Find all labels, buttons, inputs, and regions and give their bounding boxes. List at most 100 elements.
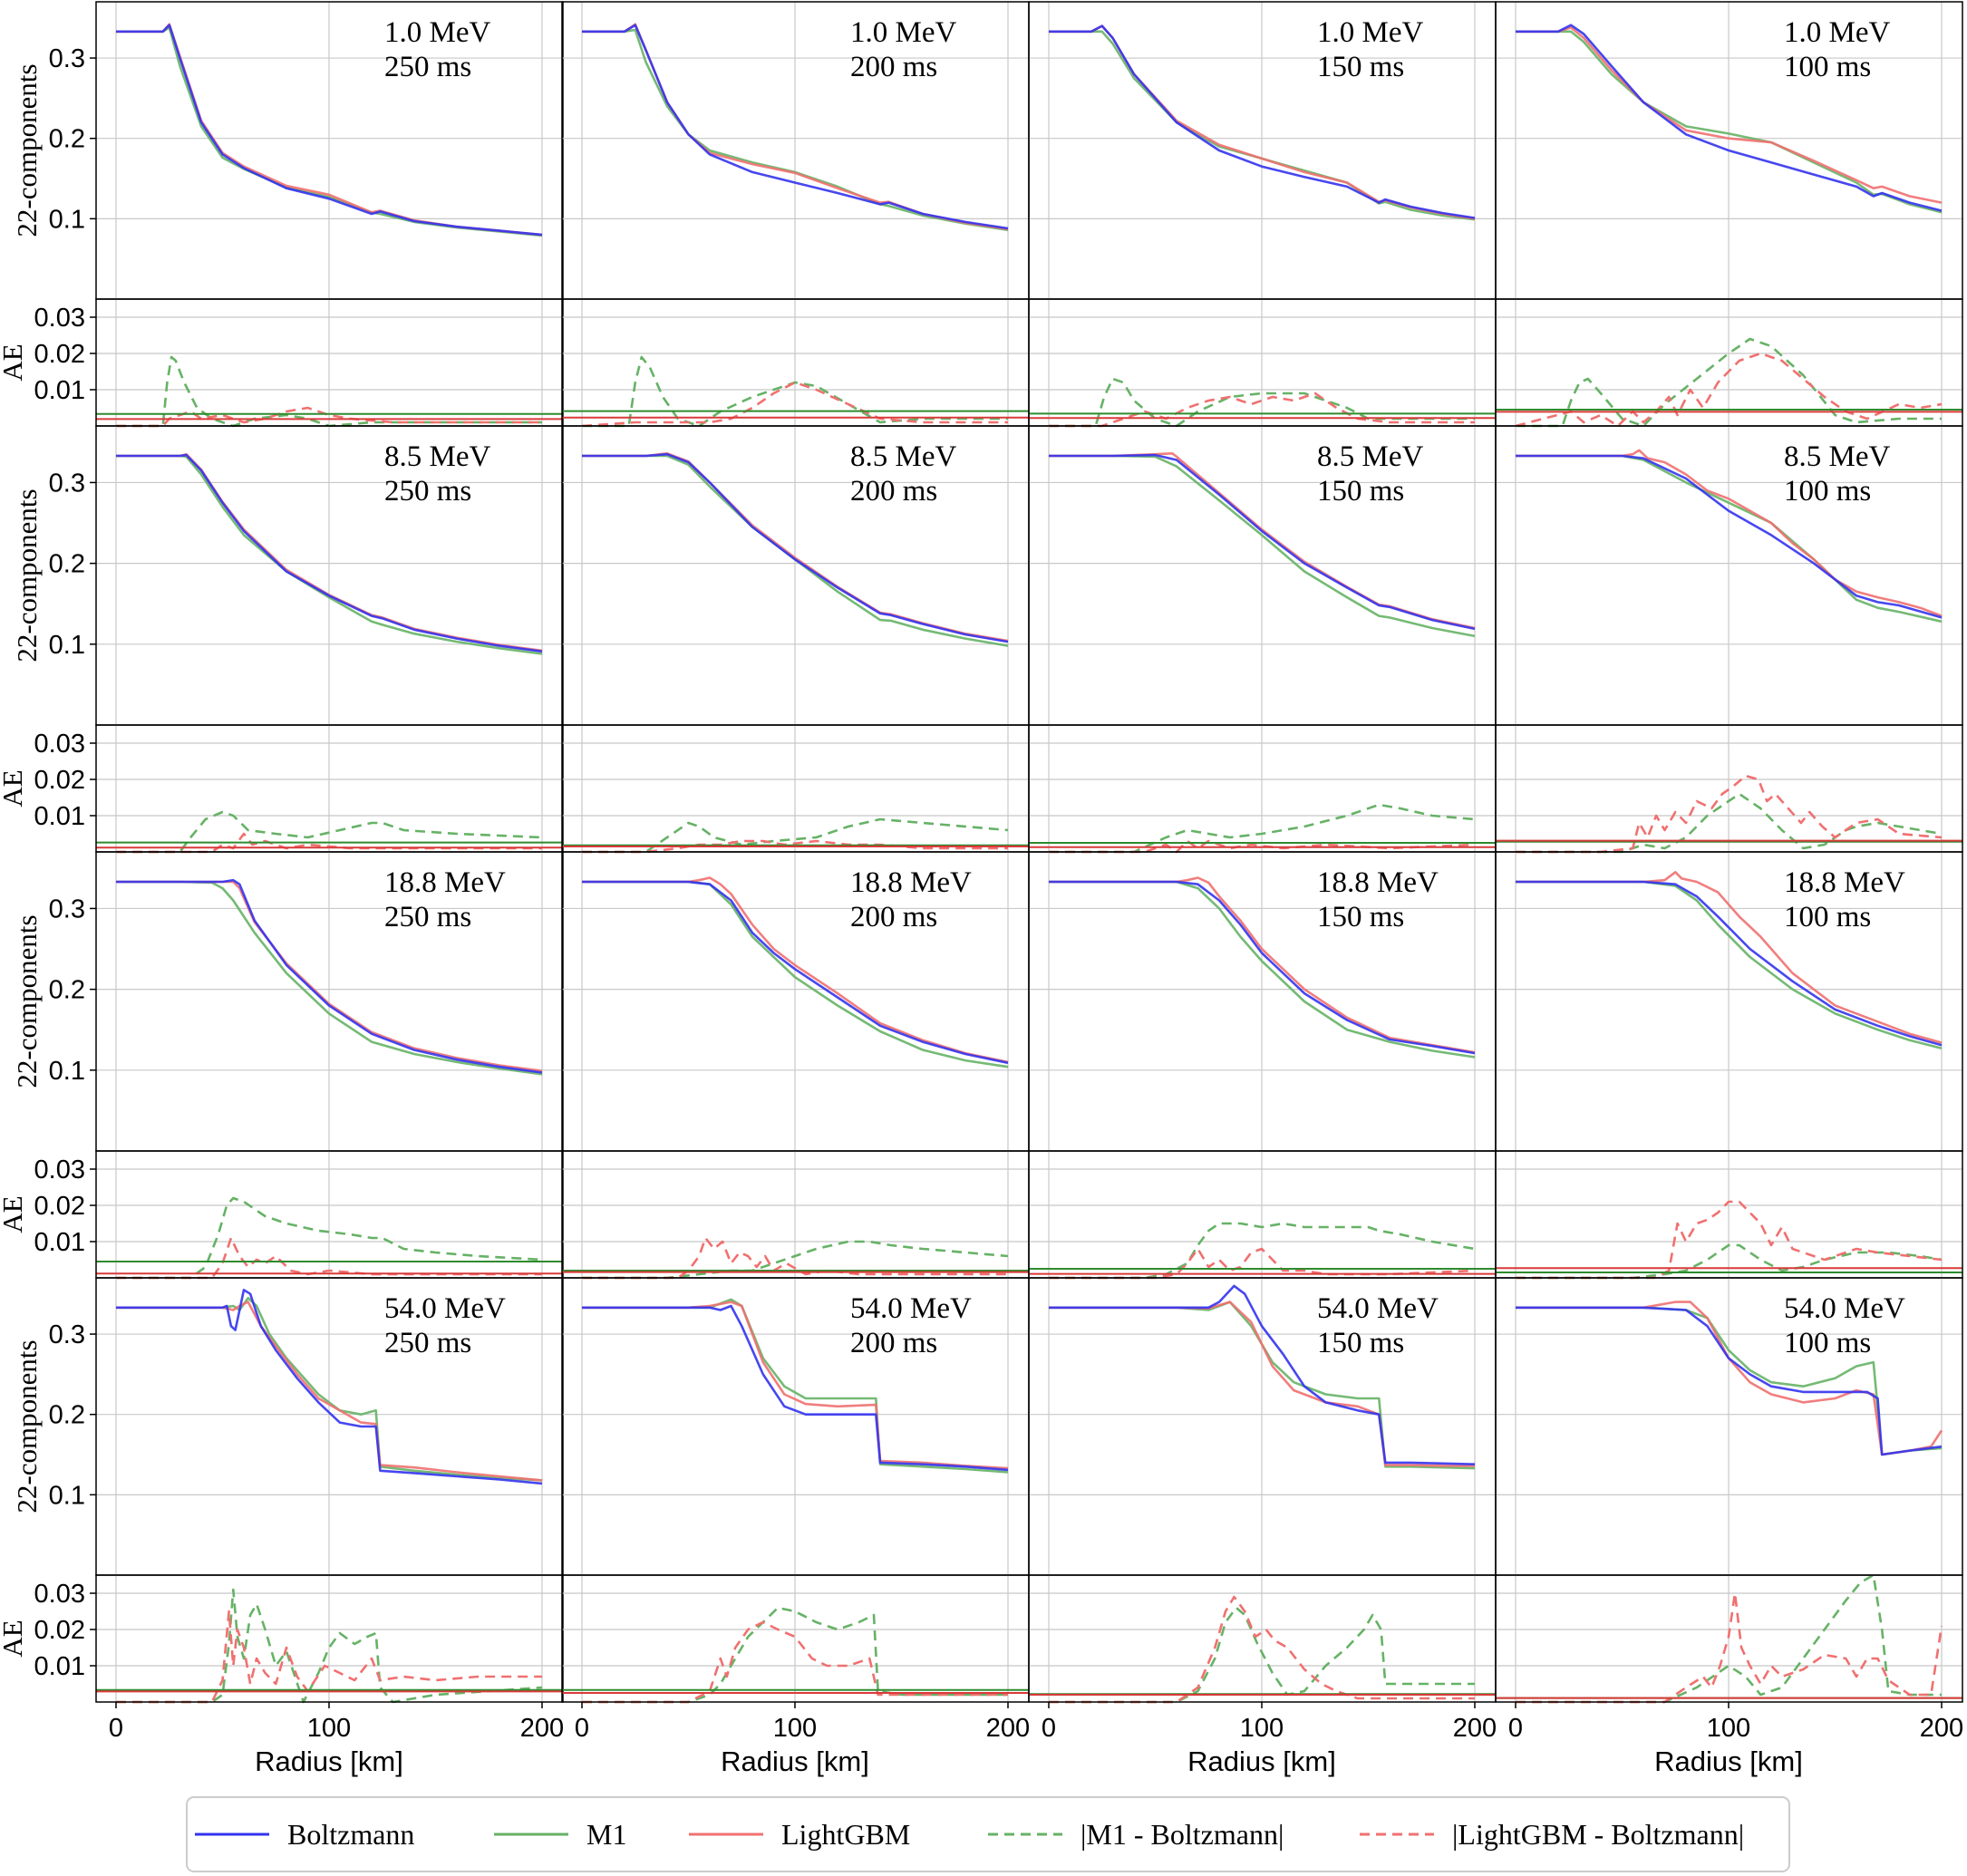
y-tick-label: 0.1 — [49, 205, 85, 234]
y-axis-label: 22-components — [11, 1339, 43, 1513]
lightgbm-error-line — [116, 1236, 542, 1280]
y-axis-label: AE — [0, 769, 28, 807]
error-axes — [1495, 298, 1963, 428]
energy-label: 8.5 MeV — [850, 440, 956, 473]
time-label: 150 ms — [1317, 51, 1404, 83]
y-tick-label: 0.02 — [34, 766, 85, 795]
m1-error-line — [1049, 803, 1476, 854]
lightgbm-error-line — [1516, 1200, 1943, 1280]
x-axis-label: Radius [km] — [255, 1745, 403, 1777]
y-tick-label: 0.01 — [34, 1652, 85, 1681]
energy-label: 18.8 MeV — [850, 866, 972, 899]
time-label: 250 ms — [384, 51, 471, 83]
x-tick-label: 0 — [109, 1714, 123, 1743]
m1-error-line — [1516, 792, 1943, 854]
time-label: 100 ms — [1784, 1327, 1871, 1359]
y-axis-label: 22-components — [11, 488, 43, 662]
legend-item: |LightGBM - Boltzmann| — [1360, 1818, 1744, 1851]
boltzmann-line — [1516, 880, 1943, 1047]
lightgbm-error-line — [582, 1236, 1008, 1280]
time-label: 100 ms — [1784, 901, 1871, 933]
x-tick-label: 200 — [520, 1714, 564, 1743]
y-tick-label: 0.01 — [34, 1228, 85, 1257]
y-tick-label: 0.2 — [49, 125, 85, 154]
y-tick-label: 0.03 — [34, 1580, 85, 1609]
y-tick-label: 0.03 — [34, 304, 85, 333]
error-axes — [561, 1150, 1030, 1280]
time-label: 200 ms — [850, 1327, 937, 1359]
y-tick-label: 0.1 — [49, 1057, 85, 1086]
y-axis-label: 22-components — [11, 63, 43, 237]
m1-error-line — [1049, 1222, 1476, 1280]
m1-error-line — [116, 810, 543, 854]
m1-error-line — [582, 355, 1008, 428]
error-axes: 0 100 200 Radius [km] — [561, 1574, 1030, 1777]
boltzmann-line — [1516, 454, 1943, 619]
y-tick-label: 0.1 — [49, 1481, 85, 1510]
energy-label: 18.8 MeV — [1784, 866, 1905, 899]
energy-label: 8.5 MeV — [1317, 440, 1423, 473]
y-tick-label: 0.2 — [49, 550, 85, 579]
energy-label: 1.0 MeV — [384, 16, 490, 49]
m1-line — [582, 28, 1009, 232]
lightgbm-line — [1516, 26, 1943, 204]
y-tick-label: 0.3 — [49, 1320, 85, 1349]
error-axes — [561, 724, 1030, 854]
time-label: 100 ms — [1784, 51, 1871, 83]
legend-item: M1 — [494, 1818, 626, 1851]
energy-label: 1.0 MeV — [1784, 16, 1890, 49]
y-tick-label: 0.3 — [49, 44, 85, 73]
boltzmann-line — [116, 1289, 543, 1485]
legend-label: M1 — [586, 1818, 626, 1851]
y-axis-label: 22-components — [11, 914, 43, 1088]
y-tick-label: 0.02 — [34, 1616, 85, 1645]
legend: Boltzmann M1 LightGBM |M1 - Boltzmann| |Ligh… — [186, 1796, 1790, 1872]
boltzmann-line — [582, 24, 1009, 230]
y-tick-label: 0.1 — [49, 631, 85, 660]
time-label: 250 ms — [384, 475, 471, 508]
m1-line — [1049, 454, 1476, 638]
x-tick-label: 100 — [1707, 1714, 1750, 1743]
boltzmann-line — [1049, 453, 1476, 631]
error-axes — [1028, 724, 1497, 854]
boltzmann-line — [116, 453, 543, 653]
m1-error-line — [1049, 377, 1475, 428]
lightgbm-error-line — [116, 406, 542, 428]
y-axis-label: AE — [0, 343, 28, 381]
time-label: 100 ms — [1784, 475, 1871, 508]
x-axis-label: Radius [km] — [1187, 1745, 1336, 1777]
legend-label: |M1 - Boltzmann| — [1080, 1818, 1284, 1851]
boltzmann-line — [1049, 1284, 1476, 1465]
energy-label: 18.8 MeV — [384, 866, 506, 899]
m1-line — [116, 1296, 543, 1482]
m1-error-line — [1516, 1573, 1942, 1704]
boltzmann-line — [116, 878, 543, 1074]
y-tick-label: 0.01 — [34, 376, 85, 405]
energy-label: 8.5 MeV — [1784, 440, 1890, 473]
time-label: 200 ms — [850, 51, 937, 83]
